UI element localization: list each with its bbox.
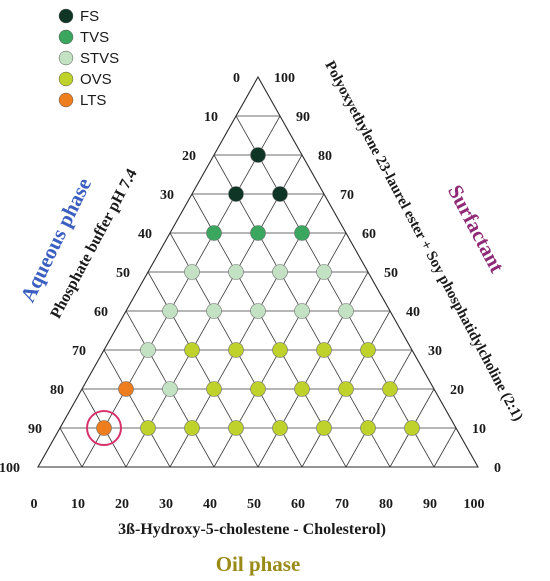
bottom-tick-label: 0 bbox=[31, 497, 38, 512]
right-tick-label: 70 bbox=[340, 188, 354, 203]
left-tick-label: 50 bbox=[116, 266, 130, 281]
left-tick-label: 20 bbox=[182, 149, 196, 164]
grid-line bbox=[433, 427, 457, 468]
data-point-stvs bbox=[294, 303, 310, 319]
left-tick-label: 40 bbox=[138, 227, 152, 242]
left-tick-label: 0 bbox=[233, 71, 240, 86]
oil-phase-title: Oil phase bbox=[216, 552, 301, 576]
bottom-tick-label: 90 bbox=[423, 497, 437, 512]
data-point-ovs bbox=[250, 381, 266, 397]
legend-marker-stvs bbox=[58, 50, 74, 66]
data-point-fs bbox=[228, 186, 244, 202]
data-point-lts bbox=[96, 420, 112, 436]
data-point-ovs bbox=[404, 420, 420, 436]
legend: FS TVS STVS OVS LTS bbox=[58, 8, 119, 109]
legend-label-tvs: TVS bbox=[80, 29, 109, 46]
bottom-tick-label: 20 bbox=[115, 497, 129, 512]
bottom-axis-label: 3ß-Hydroxy-5-cholestene - Cholesterol) bbox=[118, 521, 386, 538]
data-point-ovs bbox=[382, 381, 398, 397]
left-tick-label: 10 bbox=[204, 110, 218, 125]
bottom-tick-label: 80 bbox=[379, 497, 393, 512]
data-point-ovs bbox=[316, 420, 332, 436]
data-point-stvs bbox=[228, 264, 244, 280]
grid-line bbox=[257, 271, 369, 468]
right-tick-label: 60 bbox=[362, 227, 376, 242]
bottom-tick-label: 100 bbox=[464, 497, 485, 512]
data-point-stvs bbox=[162, 303, 178, 319]
aqueous-phase-title: Aqueous phase bbox=[15, 174, 96, 306]
grid-line bbox=[59, 427, 83, 468]
legend-marker-lts bbox=[58, 92, 74, 108]
data-point-ovs bbox=[206, 381, 222, 397]
grid-line bbox=[235, 115, 435, 468]
data-point-ovs bbox=[228, 420, 244, 436]
legend-label-lts: LTS bbox=[80, 92, 106, 109]
legend-label-fs: FS bbox=[80, 8, 99, 25]
data-point-ovs bbox=[272, 420, 288, 436]
left-tick-label: 30 bbox=[160, 188, 174, 203]
right-tick-label: 100 bbox=[274, 71, 295, 86]
legend-marker-ovs bbox=[58, 71, 74, 87]
data-point-ovs bbox=[294, 381, 310, 397]
data-point-stvs bbox=[162, 381, 178, 397]
ternary-grid bbox=[37, 75, 479, 468]
grid-line bbox=[345, 349, 413, 468]
grid-line bbox=[147, 271, 259, 468]
data-point-stvs bbox=[140, 342, 156, 358]
bottom-tick-label: 70 bbox=[335, 497, 349, 512]
right-tick-label: 10 bbox=[472, 422, 486, 437]
legend-marker-tvs bbox=[58, 29, 74, 45]
bottom-tick-label: 40 bbox=[203, 497, 217, 512]
data-point-ovs bbox=[338, 381, 354, 397]
data-point-ovs bbox=[184, 342, 200, 358]
bottom-tick-label: 30 bbox=[159, 497, 173, 512]
data-point-stvs bbox=[206, 303, 222, 319]
data-point-stvs bbox=[338, 303, 354, 319]
legend-label-ovs: OVS bbox=[80, 71, 112, 88]
grid-line bbox=[81, 115, 281, 468]
data-point-ovs bbox=[316, 342, 332, 358]
data-point-tvs bbox=[206, 225, 222, 241]
data-point-ovs bbox=[360, 342, 376, 358]
right-tick-label: 40 bbox=[406, 305, 420, 320]
data-point-stvs bbox=[272, 264, 288, 280]
data-point-lts bbox=[118, 381, 134, 397]
data-point-stvs bbox=[316, 264, 332, 280]
right-tick-label: 30 bbox=[428, 344, 442, 359]
data-point-fs bbox=[250, 147, 266, 163]
bottom-tick-label: 50 bbox=[247, 497, 261, 512]
data-point-tvs bbox=[250, 225, 266, 241]
legend-marker-fs bbox=[58, 8, 74, 24]
bottom-tick-label: 60 bbox=[291, 497, 305, 512]
left-tick-label: 60 bbox=[94, 305, 108, 320]
surfactant-title: Surfactant bbox=[443, 181, 509, 277]
data-point-ovs bbox=[360, 420, 376, 436]
legend-label-stvs: STVS bbox=[80, 50, 119, 67]
data-points bbox=[86, 147, 420, 446]
right-tick-label: 80 bbox=[318, 149, 332, 164]
data-point-ovs bbox=[140, 420, 156, 436]
data-point-ovs bbox=[184, 420, 200, 436]
left-tick-label: 90 bbox=[28, 422, 42, 437]
left-tick-label: 80 bbox=[50, 383, 64, 398]
data-point-stvs bbox=[250, 303, 266, 319]
left-tick-label: 100 bbox=[0, 461, 20, 476]
data-point-ovs bbox=[272, 342, 288, 358]
data-point-stvs bbox=[184, 264, 200, 280]
left-tick-label: 70 bbox=[72, 344, 86, 359]
data-point-ovs bbox=[228, 342, 244, 358]
bottom-tick-label: 10 bbox=[71, 497, 85, 512]
grid-line bbox=[103, 349, 171, 468]
data-point-fs bbox=[272, 186, 288, 202]
right-tick-label: 90 bbox=[296, 110, 310, 125]
data-point-tvs bbox=[294, 225, 310, 241]
right-tick-label: 0 bbox=[494, 461, 501, 476]
right-tick-label: 20 bbox=[450, 383, 464, 398]
right-tick-label: 50 bbox=[384, 266, 398, 281]
axis-ticks: 0 10 20 30 40 50 60 70 80 90 100010203040506070809… bbox=[0, 71, 501, 512]
highlight-ring bbox=[86, 410, 122, 446]
